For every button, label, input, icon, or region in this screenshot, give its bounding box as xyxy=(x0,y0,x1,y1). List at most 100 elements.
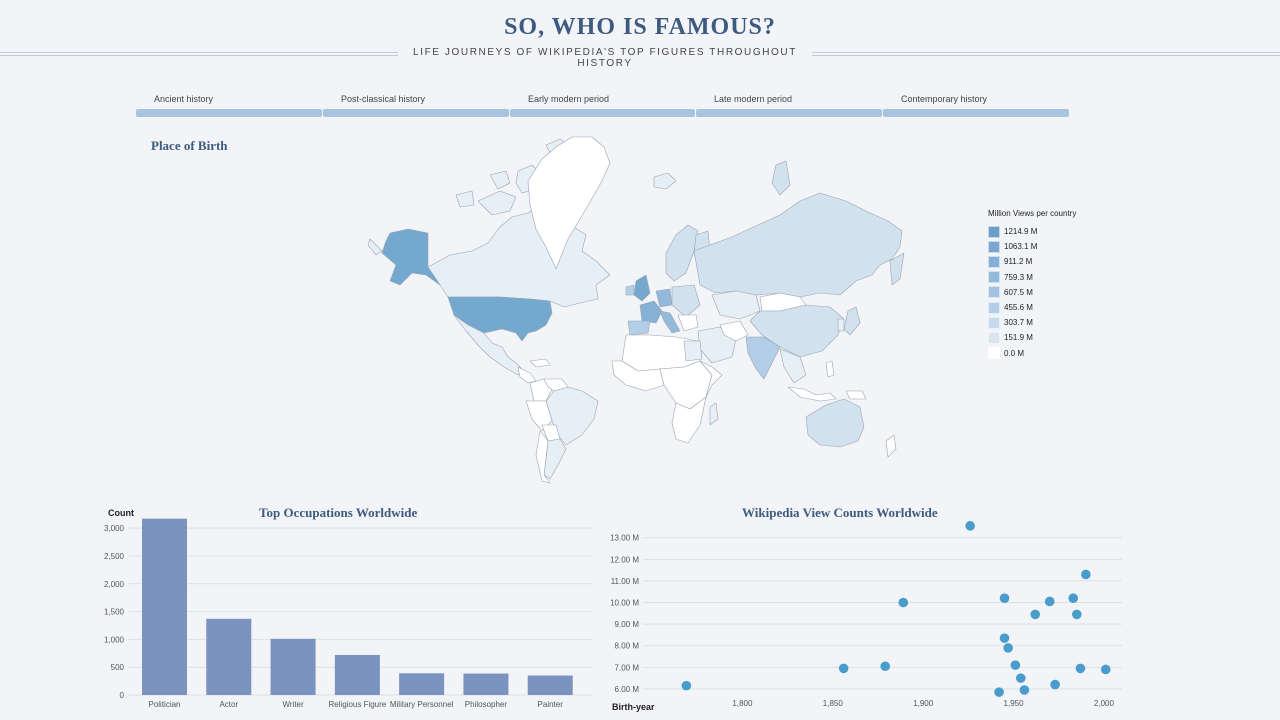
country-iceland[interactable] xyxy=(653,172,677,190)
y-tick-label: 1,000 xyxy=(104,635,125,644)
bar[interactable] xyxy=(334,654,380,695)
y-tick-label: 0 xyxy=(120,691,125,700)
scatter-point[interactable] xyxy=(1050,679,1060,690)
scatter-point[interactable] xyxy=(1010,660,1021,670)
country-balkans[interactable] xyxy=(677,314,699,332)
country-uk[interactable] xyxy=(633,274,651,302)
x-tick-label: 1,800 xyxy=(732,699,753,708)
scatter-point[interactable] xyxy=(1068,593,1078,603)
scatter-point[interactable] xyxy=(1030,609,1041,620)
country-eastern-europe[interactable] xyxy=(671,284,701,318)
scatter-point[interactable] xyxy=(1044,596,1055,607)
country-novaya-zemlya[interactable] xyxy=(771,160,791,196)
country-ireland[interactable] xyxy=(625,284,635,296)
country-arctic-islands[interactable] xyxy=(489,170,511,190)
country-canada[interactable] xyxy=(427,200,611,308)
legend-value: 303.7 M xyxy=(1004,318,1033,328)
era-contemporary-history[interactable]: Contemporary history xyxy=(883,92,1070,118)
country-italy[interactable] xyxy=(659,310,681,334)
world-map[interactable] xyxy=(360,135,920,485)
country-arctic-islands[interactable] xyxy=(455,190,475,208)
y-tick-label: 3,000 xyxy=(104,524,125,533)
era-post-classical-history[interactable]: Post-classical history xyxy=(323,92,510,118)
country-chile[interactable] xyxy=(535,430,551,484)
country-indonesia[interactable] xyxy=(787,386,837,402)
scatter-point[interactable] xyxy=(999,593,1010,603)
country-china[interactable] xyxy=(749,304,845,358)
scatter-point[interactable] xyxy=(994,687,1004,697)
legend-item: 455.6 M xyxy=(988,300,1076,315)
era-bar[interactable] xyxy=(323,109,509,117)
bar[interactable] xyxy=(270,638,316,695)
era-early-modern-period[interactable]: Early modern period xyxy=(510,92,696,118)
country-madagascar[interactable] xyxy=(709,402,719,426)
y-tick-label: 2,000 xyxy=(104,580,125,589)
country-usa[interactable] xyxy=(447,296,553,342)
country-kazakhstan[interactable] xyxy=(711,290,761,320)
bar[interactable] xyxy=(399,673,445,695)
country-alaska[interactable] xyxy=(381,228,441,286)
era-bar[interactable] xyxy=(696,109,882,117)
country-greenland[interactable] xyxy=(527,136,611,270)
country-germany[interactable] xyxy=(655,288,673,308)
legend-swatch xyxy=(988,271,1000,284)
country-east-africa[interactable] xyxy=(699,360,723,398)
era-ancient-history[interactable]: Ancient history xyxy=(136,92,323,118)
country-france[interactable] xyxy=(639,300,663,324)
country-norway-sweden[interactable] xyxy=(665,224,699,282)
bar[interactable] xyxy=(206,618,252,695)
era-bar[interactable] xyxy=(136,109,322,117)
scatter-point[interactable] xyxy=(898,597,909,608)
scatter-point[interactable] xyxy=(880,661,891,672)
scatter-point[interactable] xyxy=(1081,569,1091,580)
legend-swatch xyxy=(988,301,1000,314)
y-tick-label: 2,500 xyxy=(104,552,125,561)
country-australia[interactable] xyxy=(805,398,865,448)
country-caribbean[interactable] xyxy=(529,358,551,368)
country-central-america[interactable] xyxy=(517,366,537,384)
bar[interactable] xyxy=(463,673,509,695)
scatter-point[interactable] xyxy=(965,521,975,531)
country-new-zealand[interactable] xyxy=(885,434,897,458)
country-iran[interactable] xyxy=(719,320,749,342)
country-mexico[interactable] xyxy=(453,314,525,376)
legend-swatch xyxy=(988,255,1000,268)
scatter-point[interactable] xyxy=(999,633,1010,643)
country-arctic-islands[interactable] xyxy=(477,190,517,216)
scatter-point[interactable] xyxy=(1100,664,1111,675)
era-bar[interactable] xyxy=(883,109,1069,117)
scatter-point[interactable] xyxy=(1075,663,1086,674)
country-russia-east[interactable] xyxy=(889,252,905,286)
scatter-point[interactable] xyxy=(681,680,692,691)
legend-swatch xyxy=(988,331,1000,344)
era-late-modern-period[interactable]: Late modern period xyxy=(696,92,883,118)
scatter-point[interactable] xyxy=(1019,685,1030,695)
scatter-point[interactable] xyxy=(1003,643,1013,653)
country-japan[interactable] xyxy=(843,306,861,336)
country-india[interactable] xyxy=(745,336,781,380)
legend-swatch xyxy=(988,316,1000,329)
bar[interactable] xyxy=(527,675,573,695)
era-bar[interactable] xyxy=(510,109,695,117)
country-spain[interactable] xyxy=(627,320,651,336)
view-counts-scatter-chart: 6.00 M 7.00 M 8.00 M 9.00 M 10.00 M 11.00 M 12… xyxy=(610,521,1122,712)
legend-value: 455.6 M xyxy=(1004,303,1033,313)
country-alaska[interactable] xyxy=(367,238,383,256)
era-label: Post-classical history xyxy=(341,94,426,104)
map-title: Place of Birth xyxy=(151,138,228,153)
y-tick-label: 9.00 M xyxy=(615,620,640,629)
country-southern-africa[interactable] xyxy=(671,396,707,444)
x-tick-label: 2,000 xyxy=(1094,699,1115,708)
legend-item: 911.2 M xyxy=(988,254,1076,269)
scatter-point[interactable] xyxy=(1072,609,1082,620)
scatter-point[interactable] xyxy=(838,663,849,674)
country-southeast-asia[interactable] xyxy=(779,348,807,384)
bar[interactable] xyxy=(142,518,187,695)
scatter-point[interactable] xyxy=(1015,673,1026,683)
country-philippines[interactable] xyxy=(825,360,835,378)
occupations-bar-chart: Count 0 500 1,000 1,500 2,000 2,500 3,000 Politi… xyxy=(104,508,592,709)
country-russia[interactable] xyxy=(693,192,903,298)
country-papua[interactable] xyxy=(845,390,867,400)
country-egypt[interactable] xyxy=(683,340,703,362)
country-korea[interactable] xyxy=(837,318,845,332)
